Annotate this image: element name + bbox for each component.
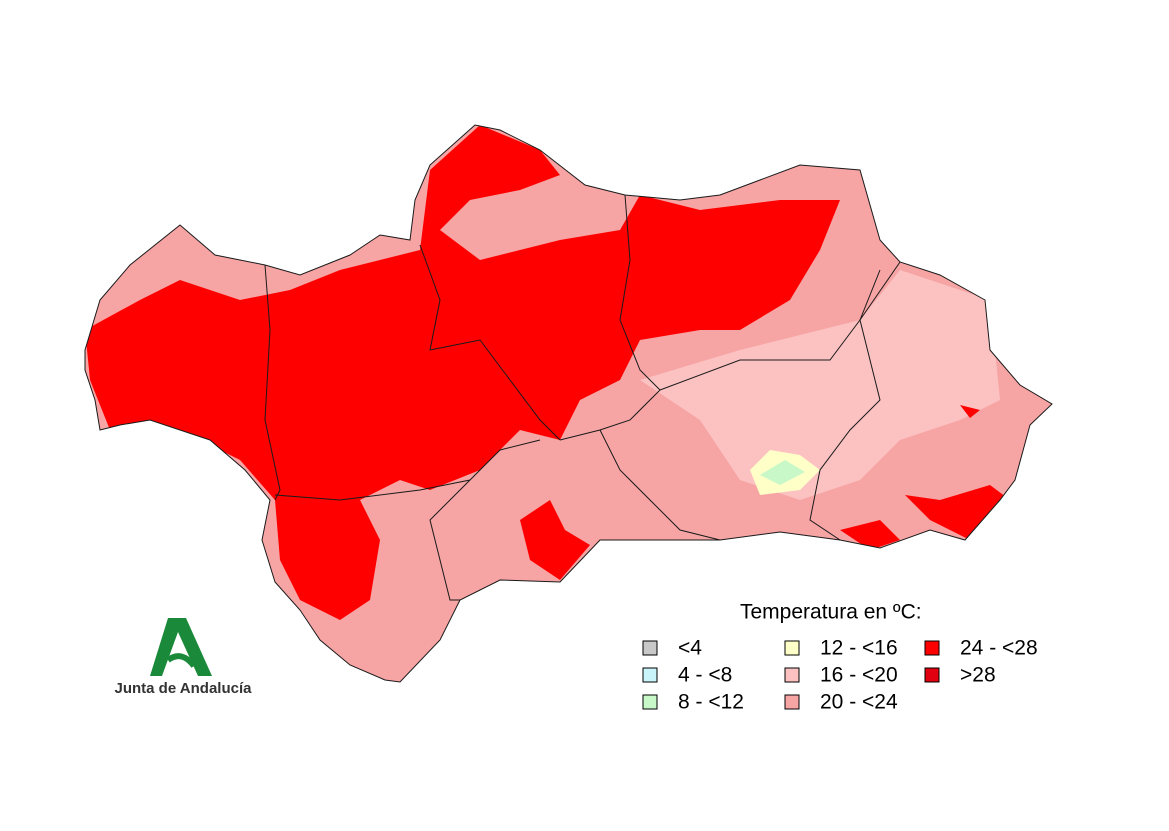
logo-text: Junta de Andalucía xyxy=(115,680,253,697)
legend-label: 24 - <28 xyxy=(960,637,1038,660)
legend-label: 8 - <12 xyxy=(678,691,744,714)
border-sevilla-cordoba xyxy=(419,244,561,441)
zone-24-28 xyxy=(85,125,840,620)
zone-24-28-east xyxy=(840,405,1010,550)
legend-label: <4 xyxy=(678,637,702,660)
logo-mark-curve xyxy=(166,653,197,668)
border-malaga-granada xyxy=(599,429,721,541)
legend-swatch xyxy=(784,667,800,683)
border-granada-almeria xyxy=(809,269,881,541)
province-borders xyxy=(84,124,1053,683)
zone-24-28-coast xyxy=(520,500,590,580)
legend-label: 16 - <20 xyxy=(820,664,898,687)
legend-swatch xyxy=(924,640,940,656)
legend-swatch xyxy=(642,667,658,683)
legend-title: Temperatura en ºC: xyxy=(740,601,922,624)
legend-label: 20 - <24 xyxy=(820,691,898,714)
logo: Junta de Andalucía xyxy=(115,618,253,697)
zone-16-20 xyxy=(640,270,1000,500)
legend-label: >28 xyxy=(960,664,996,687)
region-outline xyxy=(84,124,1053,683)
legend: Temperatura en ºC: <4 4 - <8 8 - <12 12 - <… xyxy=(642,601,1038,714)
legend-swatch xyxy=(642,640,658,656)
legend-swatch xyxy=(784,640,800,656)
zone-8-12 xyxy=(760,460,805,485)
logo-mark xyxy=(150,618,212,676)
legend-swatch xyxy=(924,667,940,683)
border-huelva-sevilla xyxy=(264,264,281,501)
legend-label: 12 - <16 xyxy=(820,637,898,660)
border-jaen-granada xyxy=(659,261,901,391)
border-cadiz-malaga xyxy=(429,479,471,601)
border-cordoba-jaen xyxy=(559,194,661,441)
legend-label: 4 - <8 xyxy=(678,664,732,687)
legend-swatch xyxy=(784,694,800,710)
legend-swatch xyxy=(642,694,658,710)
border-sevilla-cadiz xyxy=(274,439,541,501)
